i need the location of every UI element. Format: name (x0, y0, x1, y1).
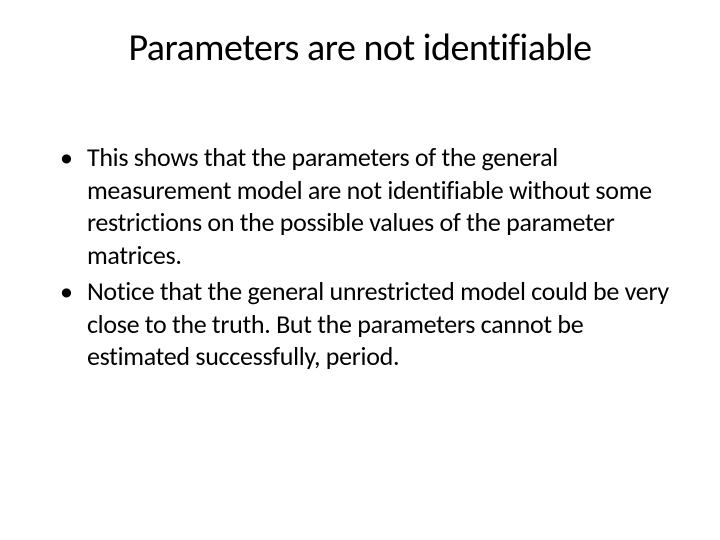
slide-content: • This shows that the parameters of the … (50, 141, 670, 373)
bullet-marker: • (60, 275, 73, 308)
list-item: • This shows that the parameters of the … (60, 141, 670, 271)
bullet-text: This shows that the parameters of the ge… (87, 141, 670, 271)
slide-container: Parameters are not identifiable • This s… (0, 0, 720, 540)
bullet-list: • This shows that the parameters of the … (60, 141, 670, 373)
list-item: • Notice that the general unrestricted m… (60, 275, 670, 373)
bullet-text: Notice that the general unrestricted mod… (87, 275, 670, 373)
bullet-marker: • (60, 141, 73, 174)
slide-title: Parameters are not identifiable (50, 25, 670, 71)
